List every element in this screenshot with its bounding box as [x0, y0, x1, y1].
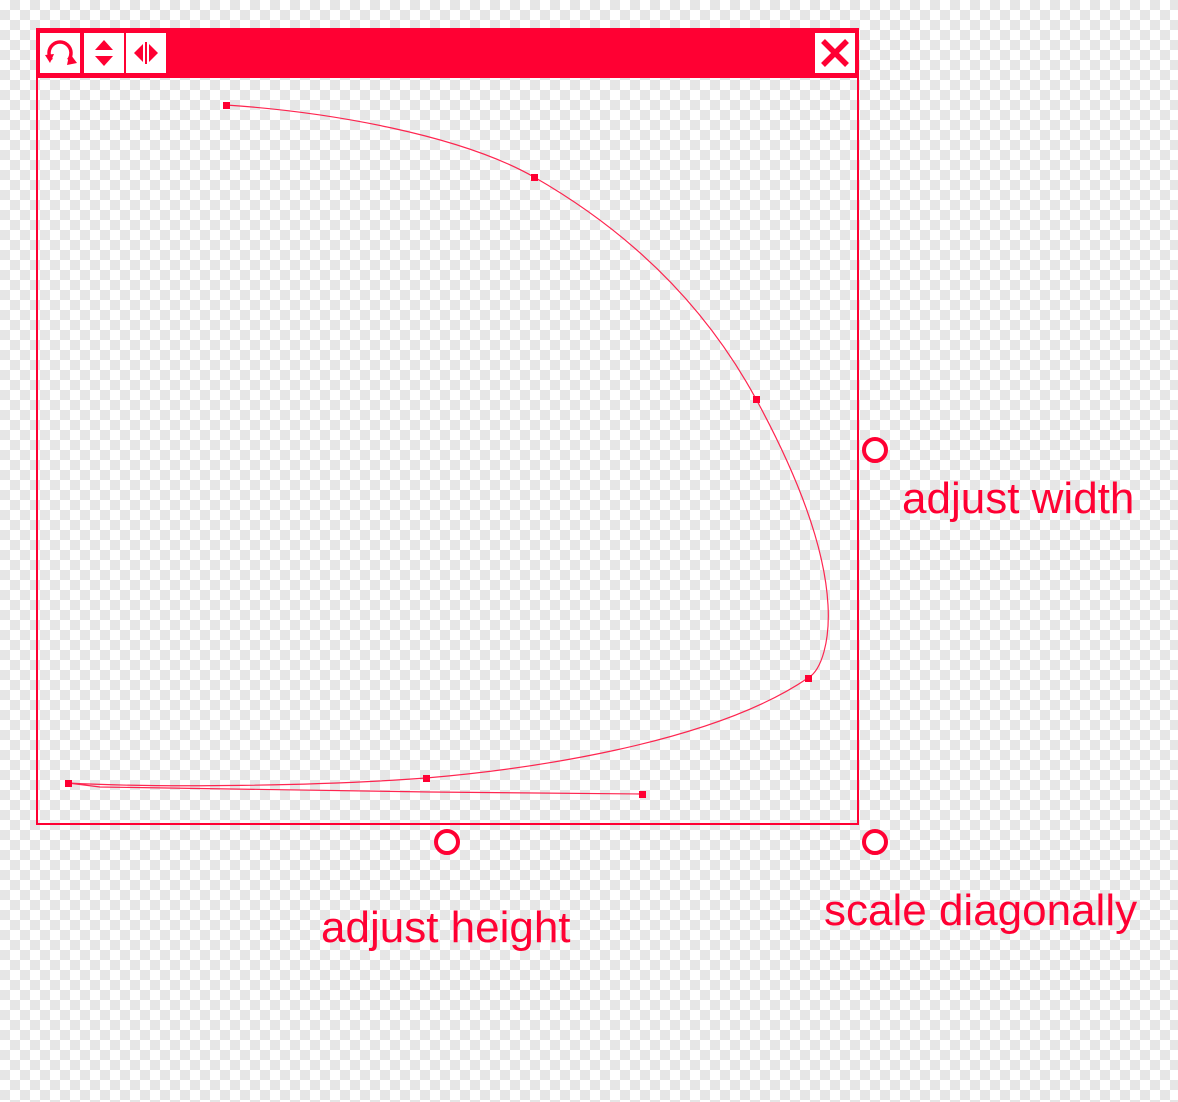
- anchor-point[interactable]: [531, 174, 538, 181]
- flip-vertical-button[interactable]: [84, 33, 124, 73]
- anchor-point[interactable]: [65, 780, 72, 787]
- scale-diagonally-label: scale diagonally: [824, 886, 1138, 935]
- close-button[interactable]: [815, 33, 855, 73]
- scale-diagonal-handle[interactable]: [862, 829, 888, 855]
- close-icon: [821, 39, 849, 67]
- adjust-height-label: adjust height: [321, 903, 571, 952]
- rotate-icon: [45, 40, 77, 65]
- transform-toolbar: [38, 30, 857, 78]
- flip-horizontal-button[interactable]: [126, 33, 166, 73]
- flip-vertical-icon: [95, 40, 113, 66]
- rotate-button[interactable]: [40, 33, 80, 73]
- anchor-point[interactable]: [423, 775, 430, 782]
- flip-horizontal-icon: [134, 42, 158, 64]
- anchor-point[interactable]: [639, 791, 646, 798]
- anchor-point[interactable]: [753, 396, 760, 403]
- anchor-point[interactable]: [805, 675, 812, 682]
- adjust-width-handle[interactable]: [862, 437, 888, 463]
- transform-bounding-box[interactable]: [36, 28, 859, 825]
- adjust-height-handle[interactable]: [434, 829, 460, 855]
- adjust-width-label: adjust width: [902, 474, 1135, 523]
- anchor-point[interactable]: [223, 102, 230, 109]
